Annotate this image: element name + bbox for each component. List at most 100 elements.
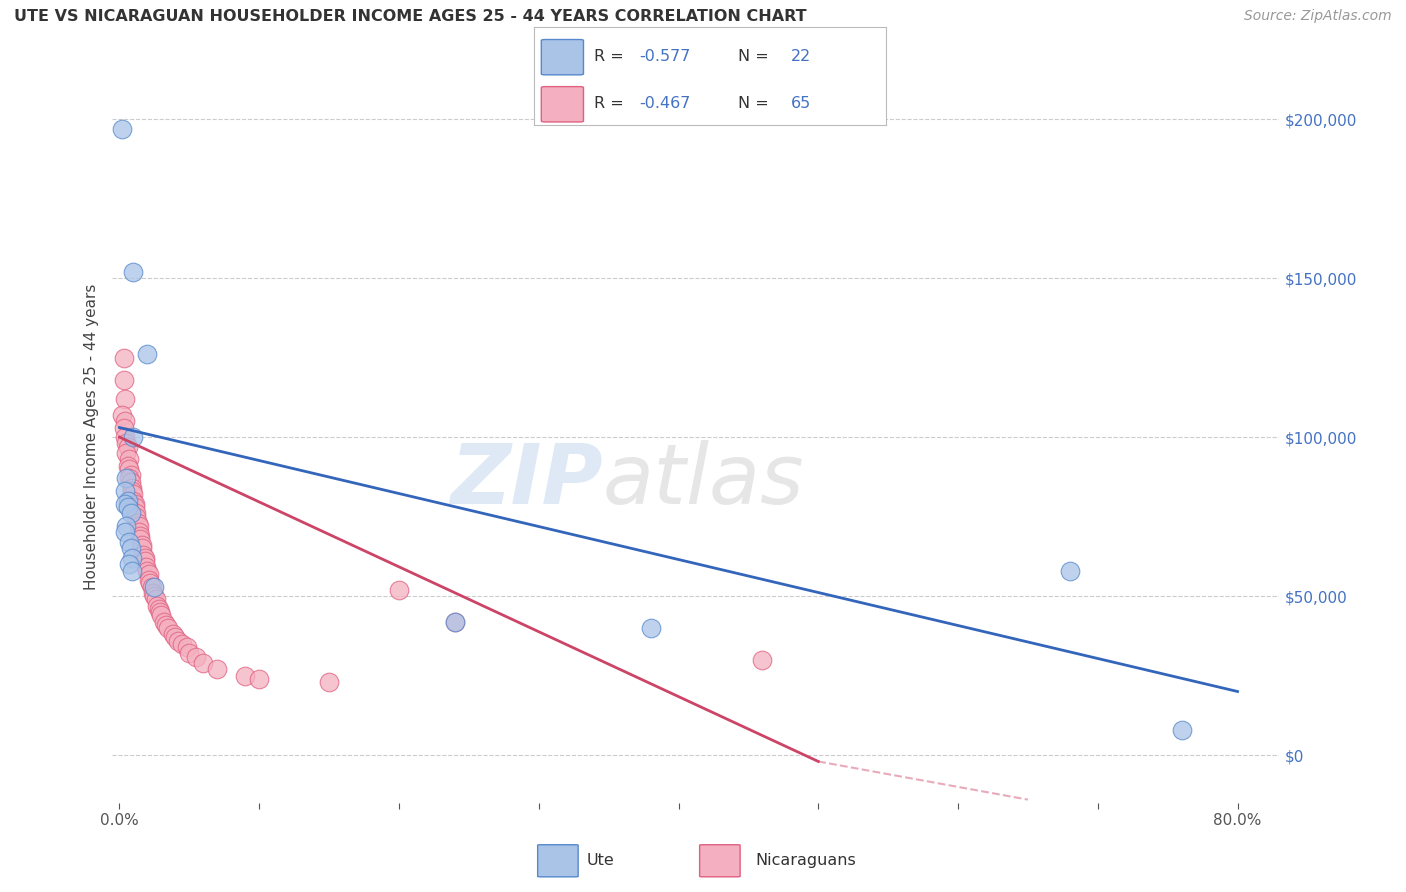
Point [125,509,148,524]
Point [118,452,141,467]
Text: -0.577: -0.577 [640,49,692,63]
Text: R =: R = [593,95,628,111]
Point [114,484,136,499]
Text: Source: ZipAtlas.com: Source: ZipAtlas.com [1244,9,1392,23]
FancyBboxPatch shape [541,39,583,75]
Point [132,548,155,562]
Point [112,373,135,387]
Point [121,484,143,499]
Point [115,519,138,533]
Point [118,535,141,549]
Point [134,550,156,565]
Point [186,649,208,664]
Point [117,458,139,473]
FancyBboxPatch shape [537,845,578,877]
Text: Ute: Ute [586,854,614,868]
Point [124,500,146,514]
Point [444,615,467,629]
Point [138,566,160,581]
Point [117,500,139,514]
Point [122,265,145,279]
Point [176,640,198,654]
Point [207,662,229,676]
Point [121,481,143,495]
Text: 22: 22 [790,49,811,63]
Point [179,646,201,660]
Point [122,493,145,508]
Point [120,541,142,556]
Point [149,605,172,619]
Point [129,532,152,546]
Point [153,615,176,629]
Point [136,347,159,361]
Text: Nicaraguans: Nicaraguans [755,854,856,868]
Text: R =: R = [593,49,628,63]
Point [115,471,138,485]
Point [112,420,135,434]
Point [139,576,162,591]
Point [128,519,150,533]
Text: UTE VS NICARAGUAN HOUSEHOLDER INCOME AGES 25 - 44 YEARS CORRELATION CHART: UTE VS NICARAGUAN HOUSEHOLDER INCOME AGE… [14,9,807,24]
Point [117,440,139,454]
Point [115,446,138,460]
Point [136,564,159,578]
Point [444,615,467,629]
Point [118,558,141,572]
Point [114,392,136,406]
Point [120,507,142,521]
Point [122,487,145,501]
Point [125,507,148,521]
Point [114,414,136,428]
Point [122,430,145,444]
Text: ZIP: ZIP [450,441,603,522]
Point [111,408,134,422]
Point [167,633,190,648]
Point [127,516,149,530]
Point [751,653,773,667]
Point [135,560,157,574]
Point [129,529,152,543]
Point [142,586,165,600]
Point [121,550,143,565]
Y-axis label: Householder Income Ages 25 - 44 years: Householder Income Ages 25 - 44 years [84,284,100,591]
Point [124,497,146,511]
Text: N =: N = [738,95,775,111]
Point [141,580,163,594]
Point [114,525,136,540]
Point [121,564,143,578]
Point [115,436,138,450]
Point [1059,564,1081,578]
Point [134,554,156,568]
Text: atlas: atlas [603,441,804,522]
Point [143,580,166,594]
Point [1170,723,1192,737]
Point [640,621,662,635]
Text: N =: N = [738,49,775,63]
Point [114,430,136,444]
Point [138,573,160,587]
Point [118,471,141,485]
Point [143,589,166,603]
Text: -0.467: -0.467 [640,95,692,111]
Text: 65: 65 [790,95,811,111]
Point [120,468,142,483]
Point [148,602,170,616]
Point [172,637,194,651]
Point [145,592,167,607]
Point [165,631,187,645]
Point [193,656,215,670]
Point [128,525,150,540]
Point [112,351,135,365]
Point [318,675,340,690]
Point [247,672,270,686]
Point [150,608,173,623]
Point [155,617,177,632]
Point [157,621,180,635]
FancyBboxPatch shape [700,845,740,877]
Point [120,475,142,489]
Point [388,582,411,597]
Point [111,121,134,136]
Point [118,462,141,476]
FancyBboxPatch shape [541,87,583,122]
Point [146,599,169,613]
